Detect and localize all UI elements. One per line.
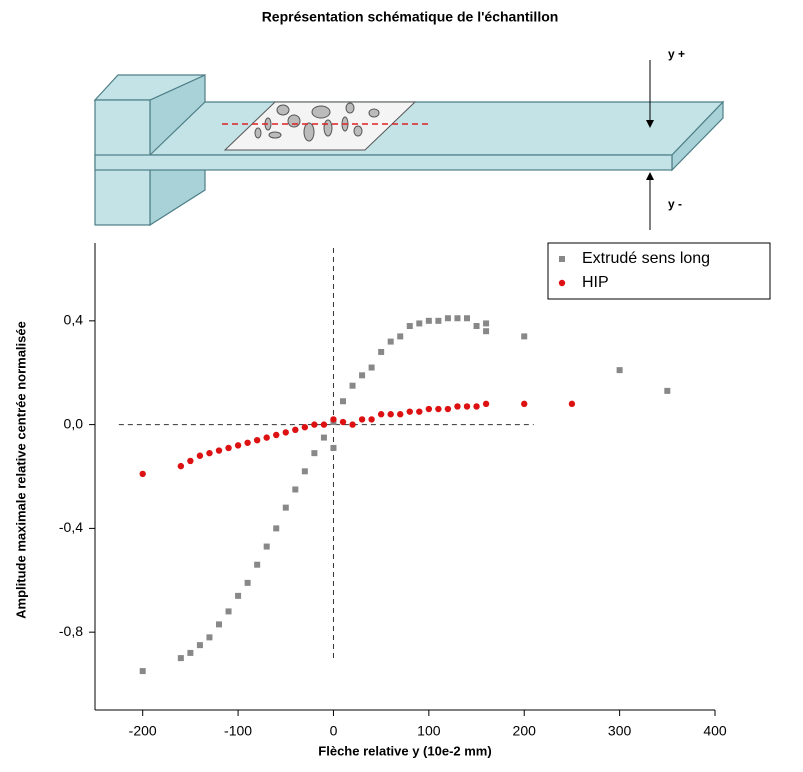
point xyxy=(664,387,671,394)
point xyxy=(301,468,308,475)
legend-marker xyxy=(559,256,565,262)
point xyxy=(187,649,194,656)
point xyxy=(425,405,433,413)
point xyxy=(234,442,242,449)
point xyxy=(311,421,318,428)
x-tick-label: 100 xyxy=(417,723,441,739)
point xyxy=(215,447,223,454)
point xyxy=(359,372,366,379)
point xyxy=(406,408,413,415)
point xyxy=(263,434,270,441)
point xyxy=(225,444,232,452)
point xyxy=(196,452,204,459)
point xyxy=(349,421,356,428)
x-axis-label: Flèche relative y (10e-2 mm) xyxy=(318,743,491,758)
point xyxy=(416,408,423,415)
y-tick-label: 0,0 xyxy=(64,415,84,431)
point xyxy=(253,436,261,444)
point xyxy=(301,424,309,431)
legend-marker xyxy=(558,279,566,287)
point xyxy=(273,525,280,532)
point xyxy=(320,434,327,441)
point xyxy=(464,315,470,322)
point xyxy=(339,418,347,426)
legend-box xyxy=(547,242,771,300)
point xyxy=(177,655,184,662)
point xyxy=(206,449,213,457)
point xyxy=(387,411,394,418)
point xyxy=(206,634,213,641)
annotation: y - xyxy=(668,197,682,211)
point xyxy=(397,411,404,418)
point xyxy=(463,403,471,410)
point xyxy=(244,579,251,586)
point xyxy=(235,592,242,599)
x-tick-label: 0 xyxy=(330,723,338,739)
point xyxy=(473,323,480,330)
point xyxy=(282,429,289,436)
point xyxy=(416,320,423,327)
point xyxy=(444,315,451,322)
x-tick-label: -100 xyxy=(224,723,252,739)
point xyxy=(196,642,203,649)
x-tick-label: 300 xyxy=(608,723,632,739)
point xyxy=(521,333,528,340)
point xyxy=(330,444,337,451)
point xyxy=(216,621,222,628)
point xyxy=(397,333,404,340)
y-tick-label: 0,4 xyxy=(64,312,84,328)
point xyxy=(368,416,375,423)
point xyxy=(177,462,185,470)
point xyxy=(292,426,299,433)
legend-label: HIP xyxy=(582,274,609,291)
legend-label: Extrudé sens long xyxy=(582,250,710,267)
point xyxy=(320,421,328,428)
point xyxy=(378,348,385,355)
point xyxy=(483,320,490,327)
point xyxy=(139,470,146,478)
point xyxy=(568,400,576,408)
point xyxy=(435,405,442,413)
point xyxy=(330,416,337,423)
point xyxy=(473,403,480,410)
point xyxy=(292,486,299,493)
point xyxy=(139,668,146,675)
x-tick-label: 200 xyxy=(513,723,537,739)
y-axis-label: Amplitude maximale relative centrée norm… xyxy=(13,321,28,619)
point xyxy=(483,328,490,335)
y-tick-label: -0,8 xyxy=(59,623,83,639)
point xyxy=(244,439,251,446)
beam-front xyxy=(94,154,673,171)
annotation: y + xyxy=(668,47,685,61)
point xyxy=(349,382,356,389)
point xyxy=(454,403,461,410)
schematic: y + y - xyxy=(93,47,725,230)
x-tick-label: -200 xyxy=(129,723,157,739)
point xyxy=(187,457,194,465)
point xyxy=(482,400,490,408)
point xyxy=(454,315,461,322)
point xyxy=(340,398,346,405)
point xyxy=(425,317,432,324)
point xyxy=(377,411,385,418)
x-tick-label: 400 xyxy=(703,723,727,739)
point xyxy=(358,416,366,423)
point xyxy=(263,543,270,550)
point xyxy=(273,431,280,439)
point xyxy=(282,504,289,511)
point xyxy=(435,317,442,324)
point xyxy=(616,367,623,374)
figure-title: Représentation schématique de l'échantil… xyxy=(262,9,559,25)
point xyxy=(521,400,528,408)
point xyxy=(225,608,232,615)
point xyxy=(387,338,394,345)
y-tick-label: -0,4 xyxy=(59,519,83,535)
point xyxy=(406,323,413,330)
point xyxy=(311,450,318,457)
point xyxy=(368,364,375,371)
point xyxy=(254,561,261,568)
point xyxy=(444,405,452,413)
